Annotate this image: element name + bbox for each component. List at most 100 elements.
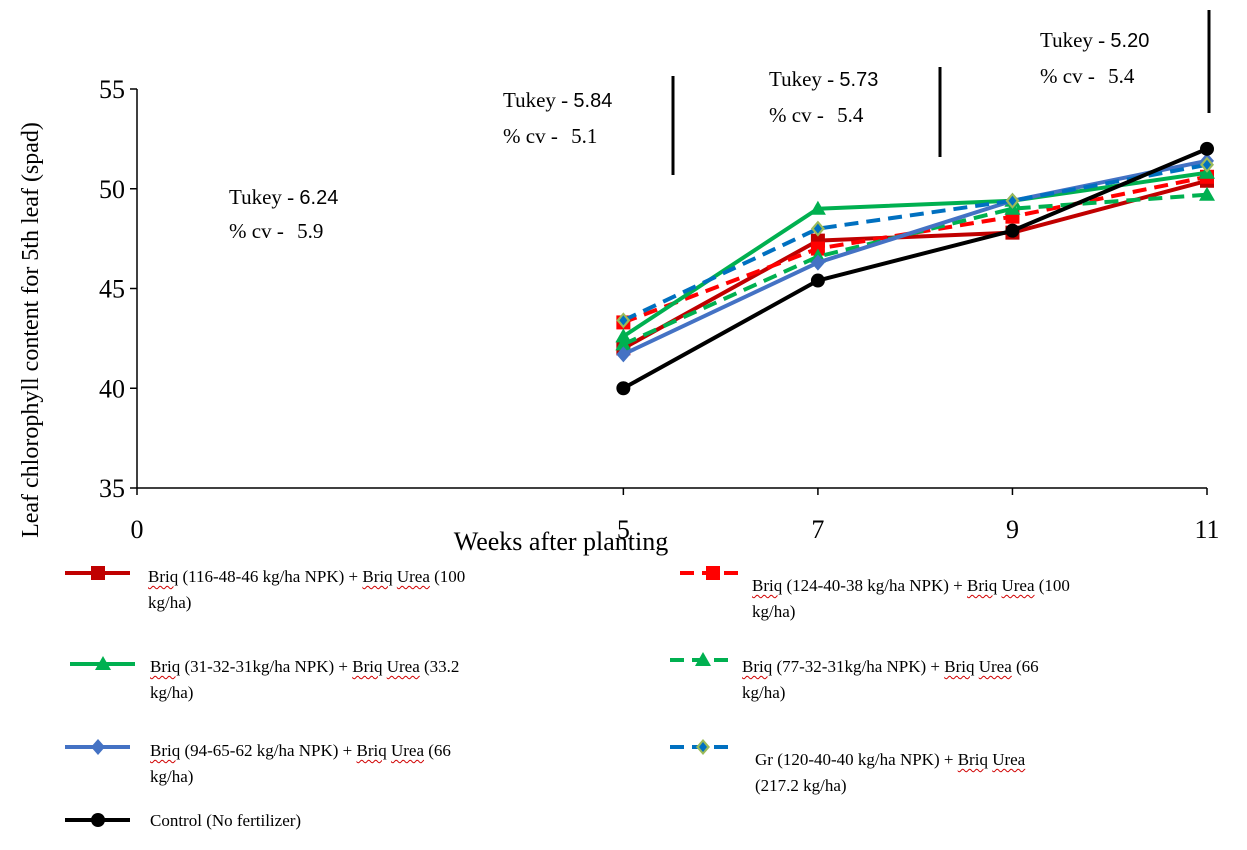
data-point-inner <box>619 315 628 326</box>
legend-label-6: Gr (120-40-40 kg/ha NPK) + Briq Urea (217… <box>755 747 1225 799</box>
legend-urea-word: Urea <box>390 741 425 760</box>
legend-suffix: (66 <box>1011 657 1039 676</box>
cv-annotation: % cv - 5.4 <box>769 103 864 127</box>
legend-point <box>91 813 105 827</box>
series-6 <box>616 156 1214 329</box>
cv-annotation: % cv - 5.1 <box>503 124 597 148</box>
series-7 <box>616 141 1214 396</box>
x-tick-label: 11 <box>1194 515 1219 544</box>
legend-point-inner <box>699 742 707 752</box>
y-tick-label: 40 <box>99 374 125 403</box>
legend-marker-1 <box>65 566 130 580</box>
tukey-label: Tukey - <box>1040 28 1110 52</box>
legend-urea-word: Urea <box>1001 576 1035 595</box>
cv-label: % cv - <box>229 219 289 243</box>
legend-point <box>95 656 111 670</box>
cv-annotation: % cv - 5.4 <box>1040 64 1135 88</box>
data-point-inner <box>1203 159 1211 170</box>
x-tick-label: 0 <box>131 515 144 544</box>
series-4 <box>615 186 1215 351</box>
legend-briq-word: Briq <box>944 657 975 676</box>
legend-line2: kg/ha) <box>150 683 194 702</box>
legend-markers <box>65 566 745 827</box>
data-point <box>810 273 825 288</box>
cv-label: % cv - <box>503 124 563 148</box>
tukey-value: 6.24 <box>299 187 338 209</box>
legend-suffix: (66 <box>424 741 451 760</box>
data-point <box>1200 141 1214 156</box>
legend-prefix: Briq <box>752 576 783 595</box>
data-point <box>809 200 826 215</box>
legend-line2: kg/ha) <box>150 767 194 786</box>
chart-series <box>615 141 1215 396</box>
legend-middle: (120-40-40 kg/ha NPK) + <box>772 750 958 769</box>
data-point <box>616 381 631 396</box>
legend-label-7: Control (No fertilizer) <box>150 808 620 834</box>
tukey-annotations: Tukey - 6.24 % cv - 5.9 Tukey - 5.84 % cv -… <box>229 10 1211 243</box>
legend-point <box>91 566 105 580</box>
legend-line2: (217.2 kg/ha) <box>755 776 847 795</box>
legend-middle: (31-32-31kg/ha NPK) + <box>180 657 353 676</box>
cv-label: % cv - <box>1040 64 1100 88</box>
legend-line2: kg/ha) <box>752 602 796 621</box>
tukey-label: Tukey - <box>769 67 839 91</box>
x-tick-label: 5 <box>617 515 630 544</box>
y-tick-label: 50 <box>99 175 125 204</box>
series-line <box>622 170 1208 339</box>
tukey-annotation: Tukey - 5.73 <box>769 67 878 91</box>
legend-marker-3 <box>70 656 135 670</box>
legend-prefix: Briq <box>150 741 181 760</box>
tukey-value: 5.73 <box>839 69 878 91</box>
cv-value: 5.4 <box>837 103 864 127</box>
legend-briq-word: Briq <box>967 576 998 595</box>
legend-briq-word: Briq <box>352 657 383 676</box>
legend-middle: (94-65-62 kg/ha NPK) + <box>180 741 357 760</box>
tukey-label: Tukey - <box>229 185 299 209</box>
legend-prefix: Briq <box>150 657 181 676</box>
cv-annotation: % cv - 5.9 <box>229 219 323 243</box>
legend-prefix: Briq <box>742 657 773 676</box>
data-point <box>615 328 632 343</box>
tukey-annotation: Tukey - 5.20 <box>1040 28 1149 52</box>
legend-suffix: (100 <box>429 567 466 586</box>
y-tick-label: 45 <box>99 275 125 304</box>
legend-briq-word: Briq <box>362 567 393 586</box>
legend-middle: (124-40-38 kg/ha NPK) + <box>782 576 967 595</box>
legend-label-1: Briq (116-48-46 kg/ha NPK) + Briq Urea (… <box>148 564 618 616</box>
tukey-value: 5.84 <box>573 90 612 112</box>
legend-middle: (77-32-31kg/ha NPK) + <box>772 657 945 676</box>
legend-point <box>91 739 105 755</box>
legend-marker-7 <box>65 813 130 827</box>
legend-urea-word: Urea <box>396 567 430 586</box>
legend-point <box>706 566 720 580</box>
tukey-value: 5.20 <box>1110 30 1149 52</box>
legend-label-3: Briq (31-32-31kg/ha NPK) + Briq Urea (33… <box>150 654 620 706</box>
cv-label: % cv - <box>769 103 829 127</box>
legend-prefix: Gr <box>755 750 773 769</box>
legend-line2: kg/ha) <box>742 683 786 702</box>
series-line <box>622 162 1208 323</box>
tukey-annotation: Tukey - 5.84 <box>503 88 612 112</box>
legend-urea-word: Urea <box>978 657 1012 676</box>
legend-briq-word: Briq <box>356 741 387 760</box>
cv-value: 5.4 <box>1108 64 1135 88</box>
legend-point <box>695 652 711 666</box>
y-tick-label: 55 <box>99 75 125 104</box>
y-tick-label: 35 <box>99 474 125 503</box>
x-tick-label: 7 <box>811 515 824 544</box>
legend-label-4: Briq (77-32-31kg/ha NPK) + Briq Urea (66… <box>742 654 1212 706</box>
x-tick-label: 9 <box>1006 515 1019 544</box>
cv-value: 5.1 <box>571 124 597 148</box>
tukey-label: Tukey - <box>503 88 573 112</box>
legend-marker-2 <box>680 566 745 580</box>
data-point <box>616 346 631 363</box>
legend-line2: kg/ha) <box>148 593 192 612</box>
data-point <box>1199 186 1215 201</box>
series-line <box>622 147 1208 390</box>
tukey-annotation: Tukey - 6.24 <box>229 185 338 209</box>
data-point-inner <box>1008 195 1017 206</box>
legend-urea-word: Urea <box>386 657 420 676</box>
legend-prefix: Briq <box>148 567 179 586</box>
legend-marker-6 <box>670 739 735 755</box>
